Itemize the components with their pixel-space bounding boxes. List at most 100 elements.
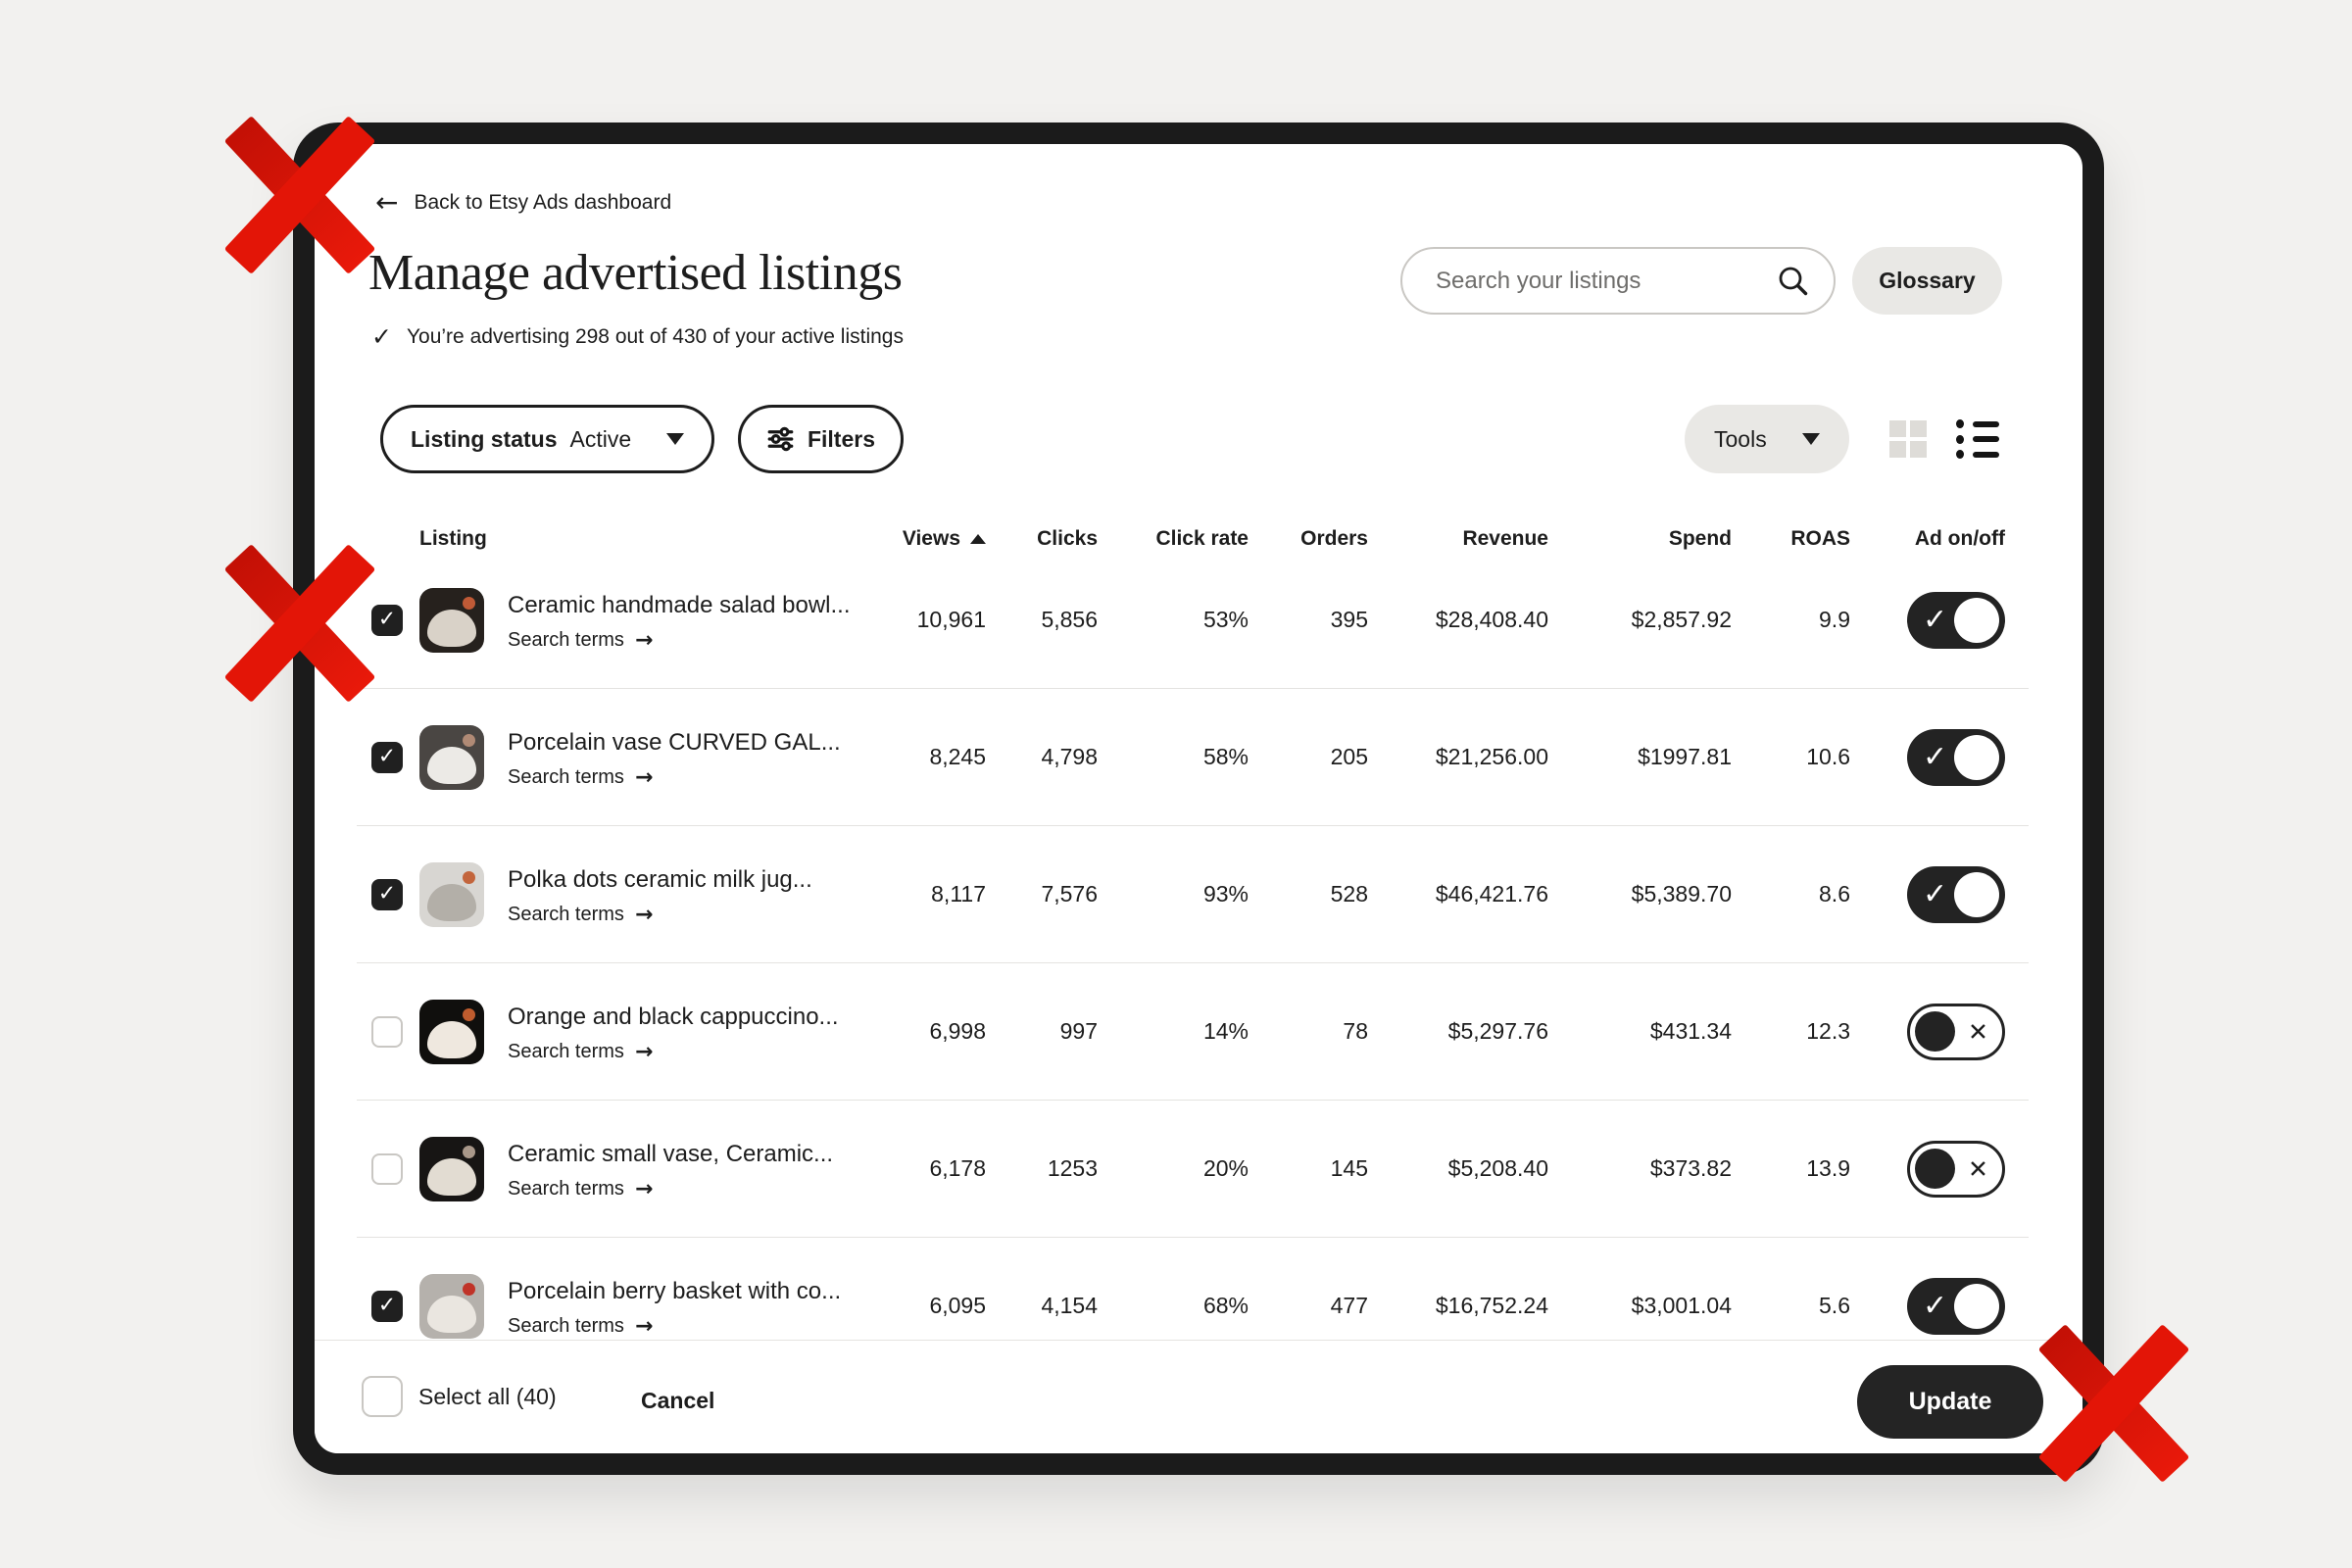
click-rate-value: 53% <box>1202 607 1249 632</box>
app-window: ← Back to Etsy Ads dashboard Manage adve… <box>293 122 2104 1475</box>
views-value: 8,245 <box>929 744 986 769</box>
ad-toggle[interactable] <box>1907 1003 2005 1060</box>
back-link-label: Back to Etsy Ads dashboard <box>414 191 672 214</box>
search-terms-link[interactable]: Search terms → <box>508 1314 653 1339</box>
listing-title[interactable]: Ceramic small vase, Ceramic... <box>508 1140 834 1167</box>
click-rate-value: 68% <box>1202 1293 1249 1318</box>
search-icon[interactable] <box>1777 265 1810 298</box>
table-row: Porcelain vase CURVED GAL... Search term… <box>357 689 2029 826</box>
orders-value: 78 <box>1343 1018 1368 1044</box>
row-checkbox[interactable] <box>371 1015 403 1048</box>
search-terms-link[interactable]: Search terms → <box>508 628 653 653</box>
listing-thumbnail <box>419 587 484 653</box>
roas-value: 13.9 <box>1806 1155 1850 1181</box>
table-header: Listing Views Clicks Click rate Orders R… <box>357 519 2029 559</box>
list-view-icon[interactable] <box>1956 419 1999 459</box>
table-row: Orange and black cappuccino... Search te… <box>357 963 2029 1101</box>
update-button[interactable]: Update <box>1857 1365 2043 1439</box>
listing-title[interactable]: Ceramic handmade salad bowl... <box>508 591 851 618</box>
listing-title[interactable]: Polka dots ceramic milk jug... <box>508 865 812 893</box>
back-link[interactable]: ← Back to Etsy Ads dashboard <box>375 189 671 217</box>
search-terms-link[interactable]: Search terms → <box>508 903 653 927</box>
listing-status-dropdown[interactable]: Listing status Active <box>380 405 714 473</box>
listing-thumbnail <box>419 999 484 1064</box>
back-arrow-icon: ← <box>375 186 399 219</box>
column-header-revenue[interactable]: Revenue <box>1462 527 1548 550</box>
revenue-value: $5,297.76 <box>1447 1018 1548 1044</box>
search-listings <box>1400 247 1836 315</box>
row-checkbox[interactable] <box>371 741 403 773</box>
ad-toggle[interactable] <box>1907 591 2005 649</box>
clicks-value: 1253 <box>1047 1155 1098 1181</box>
column-header-clicks[interactable]: Clicks <box>1037 527 1098 550</box>
column-header-orders[interactable]: Orders <box>1300 527 1368 550</box>
orders-value: 395 <box>1330 607 1368 632</box>
search-terms-label: Search terms <box>508 1040 624 1062</box>
glossary-button[interactable]: Glossary <box>1852 247 2002 315</box>
sliders-icon <box>767 426 794 452</box>
click-rate-value: 58% <box>1202 744 1249 769</box>
views-value: 6,095 <box>929 1293 986 1318</box>
ad-toggle[interactable] <box>1907 865 2005 923</box>
listing-title[interactable]: Porcelain berry basket with co... <box>508 1277 842 1304</box>
revenue-value: $21,256.00 <box>1435 744 1548 769</box>
search-terms-label: Search terms <box>508 903 624 925</box>
select-all-checkbox[interactable] <box>362 1376 403 1417</box>
ad-toggle[interactable] <box>1907 728 2005 786</box>
arrow-right-icon: → <box>634 1039 654 1064</box>
grid-view-icon[interactable] <box>1889 420 1927 458</box>
search-terms-label: Search terms <box>508 628 624 651</box>
orders-value: 145 <box>1330 1155 1368 1181</box>
column-header-views[interactable]: Views <box>863 527 986 551</box>
row-checkbox[interactable] <box>371 604 403 636</box>
cancel-button[interactable]: Cancel <box>641 1388 715 1413</box>
listing-status-label: Listing status <box>411 425 558 452</box>
column-header-spend[interactable]: Spend <box>1668 527 1732 550</box>
clicks-value: 7,576 <box>1041 881 1098 906</box>
filters-button-label: Filters <box>807 425 875 452</box>
listing-title[interactable]: Orange and black cappuccino... <box>508 1003 839 1030</box>
column-header-roas[interactable]: ROAS <box>1790 527 1850 550</box>
click-rate-value: 14% <box>1202 1018 1249 1044</box>
page-title: Manage advertised listings <box>368 245 903 301</box>
row-checkbox[interactable] <box>371 878 403 910</box>
advertising-status-text: You’re advertising 298 out of 430 of you… <box>406 324 904 348</box>
roas-value: 12.3 <box>1806 1018 1850 1044</box>
row-checkbox[interactable] <box>371 1152 403 1185</box>
table-row: Ceramic handmade salad bowl... Search te… <box>357 552 2029 689</box>
listing-title[interactable]: Porcelain vase CURVED GAL... <box>508 728 841 756</box>
arrow-right-icon: → <box>634 1176 654 1201</box>
search-terms-link[interactable]: Search terms → <box>508 1040 653 1064</box>
clicks-value: 997 <box>1059 1018 1098 1044</box>
search-terms-link[interactable]: Search terms → <box>508 765 653 790</box>
views-value: 6,998 <box>929 1018 986 1044</box>
orders-value: 477 <box>1330 1293 1368 1318</box>
bulk-action-bar: Select all (40) Cancel Update <box>315 1340 2082 1453</box>
roas-value: 8.6 <box>1819 881 1850 906</box>
arrow-right-icon: → <box>634 627 654 653</box>
select-all-control[interactable]: Select all (40) <box>362 1376 557 1417</box>
update-button-label: Update <box>1908 1388 1992 1415</box>
sort-ascending-icon <box>970 534 986 544</box>
column-header-listing[interactable]: Listing <box>419 527 487 550</box>
ad-toggle[interactable] <box>1907 1277 2005 1335</box>
row-checkbox[interactable] <box>371 1290 403 1322</box>
clicks-value: 4,798 <box>1041 744 1098 769</box>
column-header-views-label: Views <box>902 527 960 550</box>
views-value: 8,117 <box>931 881 986 906</box>
listing-status-value: Active <box>569 425 632 452</box>
listing-thumbnail <box>419 724 484 790</box>
revenue-value: $5,208.40 <box>1447 1155 1548 1181</box>
tools-dropdown[interactable]: Tools <box>1685 405 1849 473</box>
table-row: Porcelain berry basket with co... Search… <box>357 1238 2029 1340</box>
search-input[interactable] <box>1400 247 1836 315</box>
spend-value: $431.34 <box>1649 1018 1732 1044</box>
advertising-status-line: ✓ You’re advertising 298 out of 430 of y… <box>371 322 904 351</box>
filters-button[interactable]: Filters <box>738 405 904 473</box>
search-terms-link[interactable]: Search terms → <box>508 1177 653 1201</box>
select-all-label: Select all (40) <box>418 1383 557 1409</box>
ad-toggle[interactable] <box>1907 1140 2005 1198</box>
column-header-click-rate[interactable]: Click rate <box>1155 527 1249 550</box>
click-rate-value: 20% <box>1202 1155 1249 1181</box>
arrow-right-icon: → <box>634 902 654 927</box>
